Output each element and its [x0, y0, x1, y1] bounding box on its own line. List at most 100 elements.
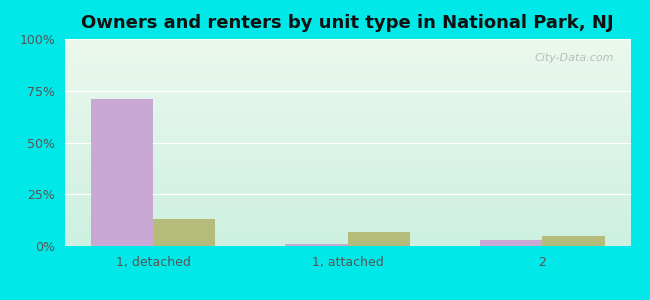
- Bar: [65, 236, 630, 238]
- Bar: [65, 155, 630, 157]
- Bar: [65, 91, 630, 93]
- Bar: [153, 219, 215, 246]
- Bar: [65, 39, 630, 41]
- Bar: [65, 45, 630, 47]
- Bar: [285, 244, 348, 246]
- Bar: [65, 49, 630, 51]
- Bar: [65, 169, 630, 172]
- Bar: [65, 200, 630, 202]
- Bar: [65, 207, 630, 209]
- Bar: [65, 70, 630, 72]
- Bar: [65, 97, 630, 99]
- Bar: [65, 132, 630, 134]
- Bar: [65, 64, 630, 66]
- Bar: [65, 78, 630, 80]
- Bar: [65, 157, 630, 159]
- Bar: [65, 89, 630, 91]
- Bar: [65, 240, 630, 242]
- Bar: [65, 74, 630, 76]
- Text: City-Data.com: City-Data.com: [534, 53, 614, 64]
- Bar: [65, 149, 630, 151]
- Bar: [65, 51, 630, 53]
- Title: Owners and renters by unit type in National Park, NJ: Owners and renters by unit type in Natio…: [81, 14, 614, 32]
- Bar: [65, 76, 630, 78]
- Bar: [480, 240, 543, 246]
- Bar: [65, 221, 630, 223]
- Bar: [65, 58, 630, 60]
- Bar: [65, 111, 630, 113]
- Bar: [65, 56, 630, 58]
- Bar: [65, 217, 630, 219]
- Bar: [65, 93, 630, 95]
- Bar: [65, 124, 630, 126]
- Bar: [65, 101, 630, 103]
- Bar: [65, 62, 630, 64]
- Bar: [543, 236, 604, 246]
- Bar: [65, 66, 630, 68]
- Bar: [65, 184, 630, 186]
- Bar: [65, 41, 630, 43]
- Bar: [65, 188, 630, 190]
- Bar: [65, 95, 630, 97]
- Bar: [65, 82, 630, 85]
- Bar: [65, 53, 630, 56]
- Bar: [65, 223, 630, 225]
- Bar: [65, 215, 630, 217]
- Bar: [65, 145, 630, 147]
- Bar: [65, 209, 630, 211]
- Bar: [348, 232, 410, 246]
- Bar: [65, 192, 630, 194]
- Bar: [65, 151, 630, 153]
- Bar: [65, 234, 630, 236]
- Bar: [65, 180, 630, 182]
- Bar: [65, 43, 630, 45]
- Bar: [65, 120, 630, 122]
- Bar: [65, 225, 630, 227]
- Bar: [65, 176, 630, 178]
- Bar: [65, 153, 630, 155]
- Bar: [65, 165, 630, 167]
- Bar: [65, 110, 630, 111]
- Bar: [65, 47, 630, 49]
- Bar: [65, 136, 630, 138]
- Bar: [65, 196, 630, 198]
- Bar: [65, 85, 630, 87]
- Bar: [65, 107, 630, 110]
- Bar: [65, 105, 630, 107]
- Bar: [65, 103, 630, 105]
- Bar: [65, 147, 630, 149]
- Bar: [65, 167, 630, 169]
- Bar: [65, 213, 630, 215]
- Bar: [65, 161, 630, 163]
- Bar: [65, 242, 630, 244]
- Bar: [65, 99, 630, 101]
- Bar: [65, 159, 630, 161]
- Bar: [65, 134, 630, 136]
- Bar: [65, 128, 630, 130]
- Bar: [65, 122, 630, 124]
- Bar: [65, 172, 630, 173]
- Bar: [65, 211, 630, 213]
- Bar: [91, 99, 153, 246]
- Bar: [65, 72, 630, 74]
- Bar: [65, 232, 630, 234]
- Bar: [65, 118, 630, 120]
- Bar: [65, 140, 630, 142]
- Bar: [65, 173, 630, 175]
- Bar: [65, 198, 630, 200]
- Bar: [65, 68, 630, 70]
- Bar: [65, 182, 630, 184]
- Bar: [65, 142, 630, 145]
- Bar: [65, 230, 630, 232]
- Bar: [65, 60, 630, 62]
- Bar: [65, 219, 630, 221]
- Bar: [65, 87, 630, 89]
- Bar: [65, 138, 630, 140]
- Bar: [65, 244, 630, 246]
- Bar: [65, 186, 630, 188]
- Bar: [65, 194, 630, 196]
- Bar: [65, 238, 630, 240]
- Bar: [65, 163, 630, 165]
- Bar: [65, 126, 630, 128]
- Bar: [65, 80, 630, 83]
